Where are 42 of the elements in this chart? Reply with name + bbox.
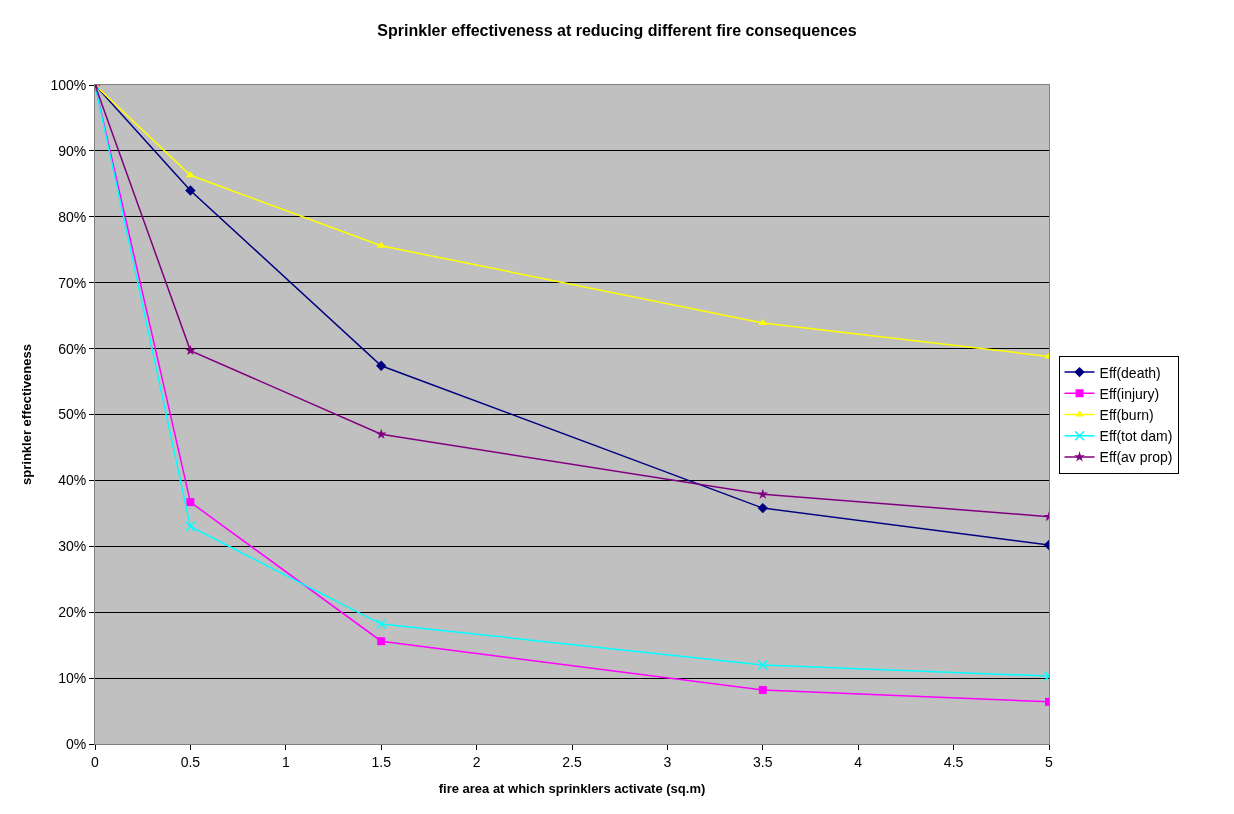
x-tick-label: 2 — [472, 753, 481, 770]
legend-label: Eff(death) — [1099, 364, 1161, 381]
y-axis-title: sprinkler effectiveness — [19, 344, 35, 485]
legend-label: Eff(tot dam) — [1099, 428, 1173, 445]
x-tick-label: 4.5 — [943, 753, 964, 770]
x-tick-label: 1.5 — [371, 753, 392, 770]
point — [185, 185, 196, 196]
point — [375, 618, 387, 630]
point — [185, 344, 196, 356]
legend-label: Eff(av prop) — [1099, 449, 1173, 466]
y-tick-label: 80% — [58, 208, 87, 225]
x-tick-label: 3 — [663, 753, 672, 770]
y-tick-label: 60% — [58, 340, 87, 357]
y-tick-label: 10% — [58, 670, 87, 686]
x-tick-label: 5 — [1045, 753, 1054, 770]
y-tick-label: 20% — [58, 604, 87, 621]
y-tick-label: 30% — [58, 538, 87, 555]
point — [376, 360, 387, 371]
x-tick-label: 0 — [91, 753, 100, 770]
y-tick-label: 100% — [50, 76, 87, 93]
y-tick-label: 90% — [58, 142, 87, 159]
x-tick-label: 1 — [281, 753, 290, 770]
x-tick-label: 3.5 — [753, 753, 773, 770]
x-tick-label: 2.5 — [562, 753, 582, 770]
x-tick-label: 4 — [854, 753, 863, 770]
point — [186, 498, 195, 507]
y-tick-label: 70% — [58, 274, 87, 291]
point — [758, 685, 767, 694]
point — [757, 659, 769, 671]
y-tick-label: 50% — [58, 406, 87, 423]
y-tick-label: 0% — [65, 735, 87, 752]
point — [758, 318, 768, 325]
point — [377, 637, 386, 646]
point — [757, 502, 768, 514]
x-axis-title: fire area at which sprinklers activate (sq.m) — [438, 781, 706, 797]
point — [185, 521, 196, 532]
x-tick-label: 0.5 — [180, 753, 201, 770]
legend-label: Eff(injury) — [1099, 385, 1160, 402]
legend-label: Eff(burn) — [1099, 406, 1154, 423]
y-tick-label: 40% — [58, 472, 87, 489]
point — [376, 241, 386, 248]
chart-title: Sprinkler effectiveness at reducing different fire consequences — [377, 21, 857, 39]
